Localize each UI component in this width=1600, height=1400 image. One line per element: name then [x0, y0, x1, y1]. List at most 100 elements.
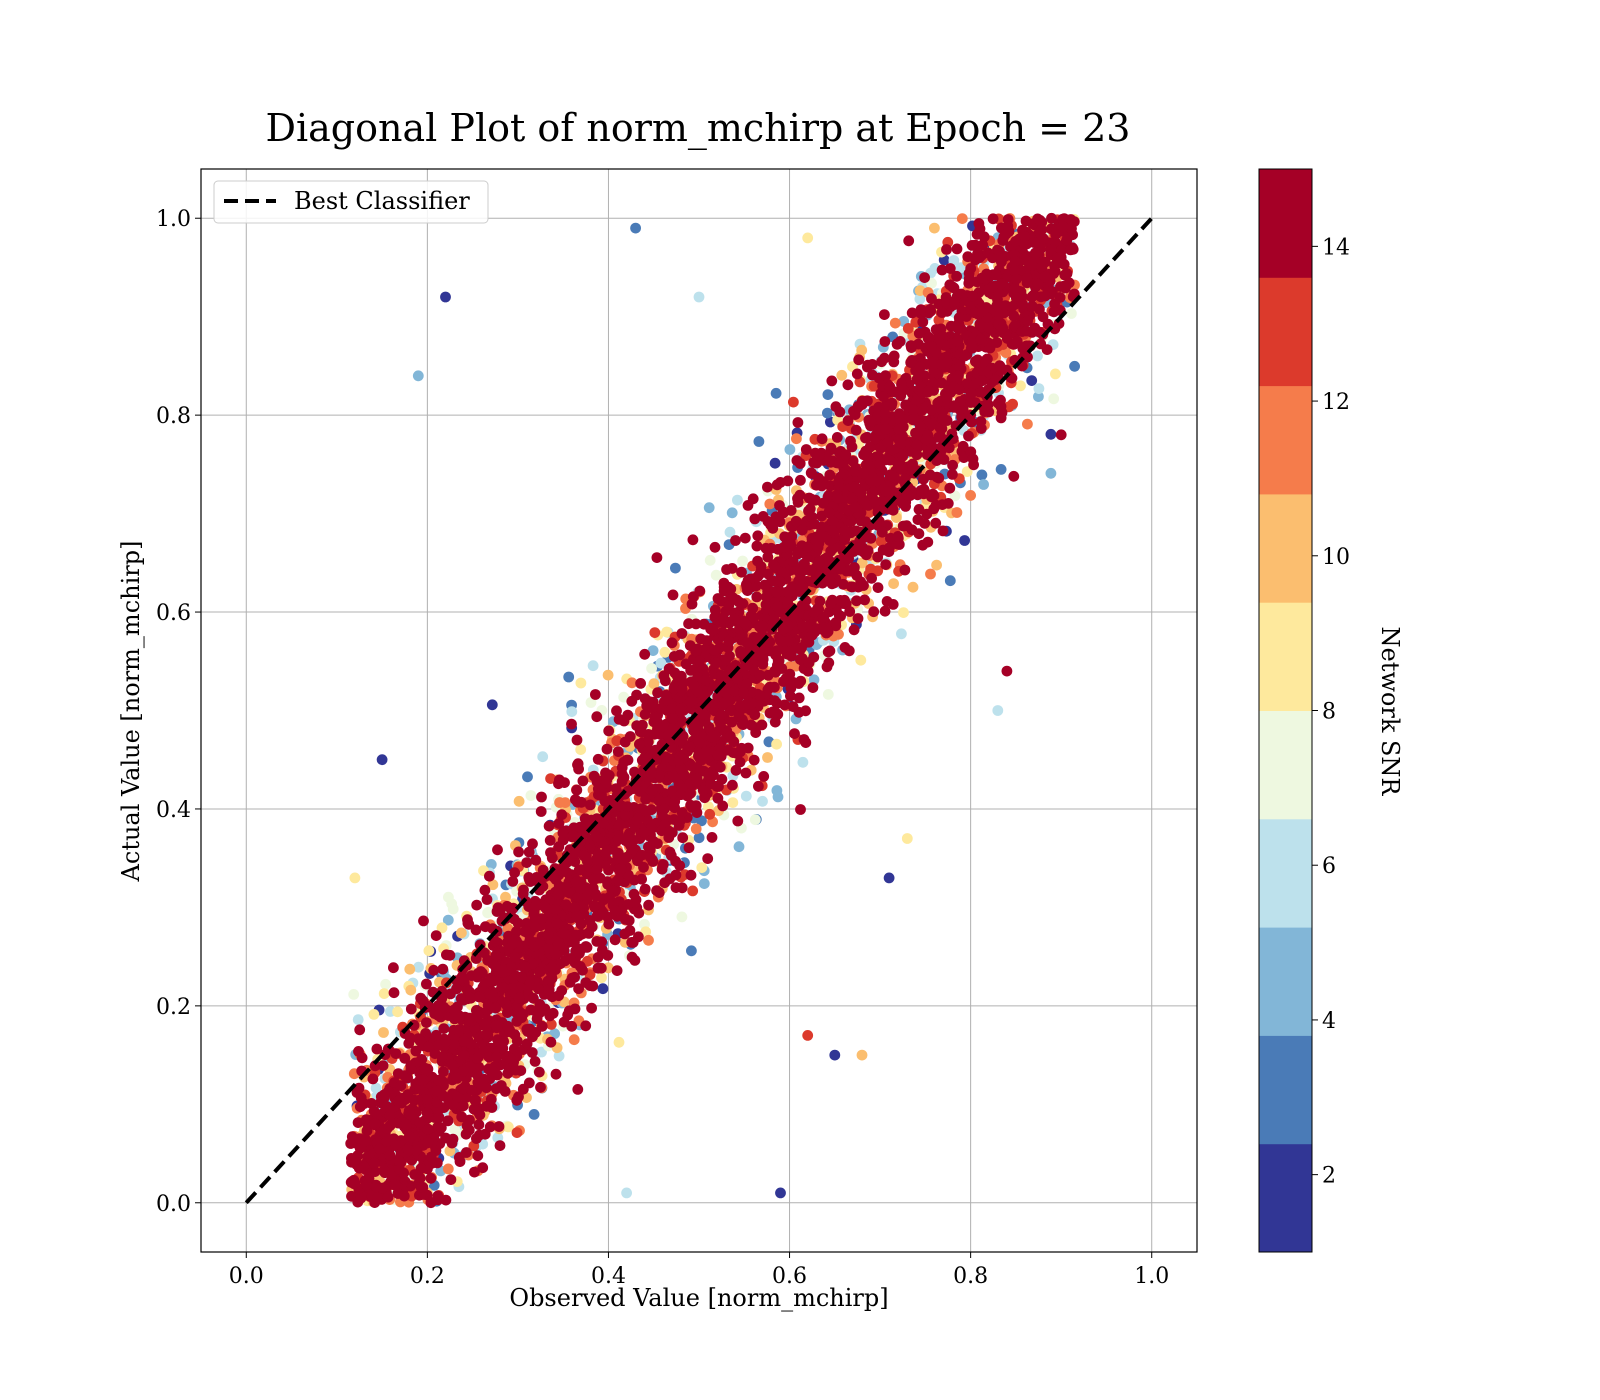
scatter-point: [778, 676, 789, 687]
scatter-point: [898, 607, 909, 618]
scatter-point: [577, 775, 589, 787]
scatter-point: [546, 962, 558, 974]
scatter-point: [826, 578, 838, 590]
scatter-point: [936, 307, 948, 318]
scatter-point: [437, 963, 449, 975]
scatter-point: [888, 578, 899, 589]
scatter-point: [913, 328, 925, 339]
scatter-point: [502, 1121, 514, 1133]
scatter-point: [845, 516, 857, 528]
scatter-point: [800, 444, 812, 455]
scatter-point: [917, 316, 929, 328]
scatter-point: [685, 869, 697, 881]
scatter-point: [481, 1082, 492, 1094]
scatter-point: [486, 699, 498, 711]
scatter-point: [865, 563, 876, 575]
scatter-point: [494, 1140, 506, 1151]
scatter-point: [553, 990, 564, 1002]
scatter-point: [545, 1019, 557, 1030]
scatter-point: [844, 606, 856, 617]
scatter-point: [622, 709, 634, 721]
scatter-point: [944, 263, 956, 274]
scatter-point: [727, 779, 738, 791]
scatter-point: [376, 754, 388, 766]
scatter-point: [745, 719, 757, 731]
scatter-point: [879, 605, 891, 617]
scatter-point: [413, 961, 424, 973]
scatter-point: [621, 1187, 632, 1199]
scatter-point: [706, 832, 718, 843]
scatter-point: [751, 591, 763, 603]
scatter-point: [797, 756, 809, 768]
scatter-point: [371, 1043, 383, 1055]
scatter-point: [875, 535, 887, 547]
scatter-point: [368, 1009, 380, 1020]
scatter-point: [1032, 350, 1043, 362]
scatter-point: [739, 532, 751, 544]
scatter-point: [732, 494, 743, 506]
scatter-point: [856, 557, 868, 569]
scatter-point: [1033, 383, 1045, 394]
scatter-point: [748, 754, 760, 766]
scatter-point: [951, 270, 962, 282]
scatter-point: [421, 1017, 432, 1028]
scatter-point: [534, 966, 546, 978]
scatter-point: [802, 1030, 814, 1041]
scatter-point: [769, 695, 780, 706]
scatter-point: [784, 444, 796, 455]
scatter-point: [921, 508, 933, 520]
scatter-point: [484, 1121, 496, 1133]
scatter-point: [984, 342, 996, 354]
scatter-point: [868, 380, 880, 392]
scatter-point: [492, 844, 503, 856]
scatter-point: [897, 520, 909, 532]
scatter-point: [930, 324, 942, 335]
scatter-point: [730, 535, 741, 546]
scatter-point: [556, 809, 568, 821]
scatter-point: [544, 835, 556, 846]
scatter-point: [749, 814, 761, 826]
scatter-points: [345, 212, 1080, 1209]
scatter-point: [635, 678, 646, 689]
scatter-point: [554, 797, 565, 808]
scatter-point: [568, 1034, 580, 1046]
scatter-point: [901, 833, 913, 844]
scatter-point: [369, 1166, 381, 1177]
scatter-point: [442, 1163, 454, 1175]
scatter-point: [674, 649, 686, 661]
scatter-point: [676, 911, 688, 923]
scatter-point: [704, 808, 716, 820]
scatter-point: [415, 1163, 427, 1175]
scatter-point: [507, 876, 519, 887]
scatter-point: [596, 936, 607, 948]
scatter-point: [1069, 360, 1080, 372]
scatter-point: [525, 790, 537, 801]
scatter-point: [500, 891, 511, 903]
scatter-point: [987, 213, 999, 225]
scatter-point: [603, 918, 615, 930]
scatter-point: [772, 791, 784, 803]
scatter-point: [648, 678, 660, 690]
scatter-point: [537, 751, 549, 763]
scatter-point: [995, 464, 1007, 475]
scatter-point: [868, 606, 880, 618]
scatter-point: [850, 424, 862, 436]
scatter-point: [443, 891, 454, 903]
scatter-point: [521, 1038, 533, 1050]
scatter-point: [961, 466, 973, 477]
scatter-point: [438, 1023, 450, 1034]
scatter-point: [883, 872, 895, 884]
scatter-point: [392, 1006, 403, 1018]
scatter-point: [438, 1066, 449, 1077]
scatter-point: [652, 687, 663, 699]
scatter-point: [926, 293, 937, 305]
scatter-point: [1046, 212, 1057, 224]
scatter-point: [687, 534, 699, 546]
scatter-point: [428, 964, 440, 976]
scatter-point: [829, 1049, 841, 1061]
chart-title: Diagonal Plot of norm_mchirp at Epoch = …: [266, 106, 1131, 151]
scatter-point: [1066, 308, 1077, 319]
scatter-point: [563, 671, 575, 683]
scatter-point: [349, 872, 361, 884]
scatter-point: [693, 291, 705, 303]
